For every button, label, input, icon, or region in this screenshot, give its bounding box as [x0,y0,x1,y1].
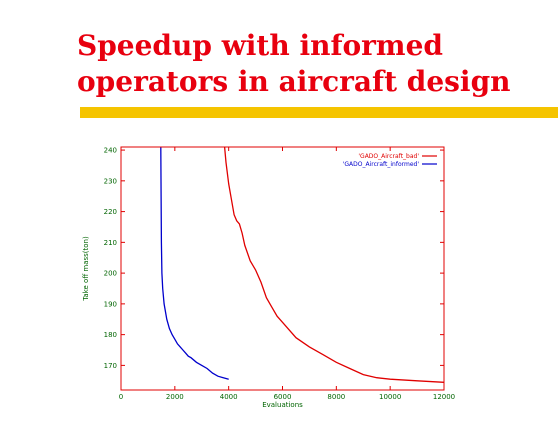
x-tick-label: 10000 [379,393,401,401]
x-tick-label: 4000 [220,393,238,401]
legend-label-1: 'GADO_Aircraft_informed' [343,161,420,168]
x-tick-label: 2000 [166,393,184,401]
series-layer [160,147,444,383]
legend-label-0: 'GADO_Aircraft_bad' [358,153,419,160]
y-tick-label: 230 [104,177,117,185]
y-axis-ticks: 170 180 190 200 210 220 230 240 [104,147,444,370]
series-line-1 [160,147,229,380]
title-underline-bar [80,107,558,118]
x-axis-ticks: 0 2000 4000 6000 8000 10000 12000 [119,147,455,401]
y-tick-label: 190 [104,300,117,308]
x-axis-label: Evaluations [262,401,303,409]
slide-title-line2: operators in aircraft design [77,65,511,98]
y-tick-label: 180 [104,331,117,339]
x-tick-label: 0 [119,393,123,401]
y-tick-label: 210 [104,239,117,247]
y-tick-label: 220 [104,208,117,216]
plot-frame [120,146,445,391]
y-tick-label: 200 [104,270,117,278]
series-line-0 [223,147,444,383]
y-tick-label: 170 [104,362,117,370]
y-tick-label: 240 [104,147,117,155]
y-axis-label: Take off mass(ton) [82,236,90,302]
x-tick-label: 8000 [327,393,345,401]
x-tick-label: 6000 [274,393,292,401]
legend: 'GADO_Aircraft_bad''GADO_Aircraft_inform… [343,153,437,168]
x-tick-label: 12000 [433,393,455,401]
slide-title: Speedup with informed operators in aircra… [77,28,511,100]
slide-title-line1: Speedup with informed [77,29,443,62]
